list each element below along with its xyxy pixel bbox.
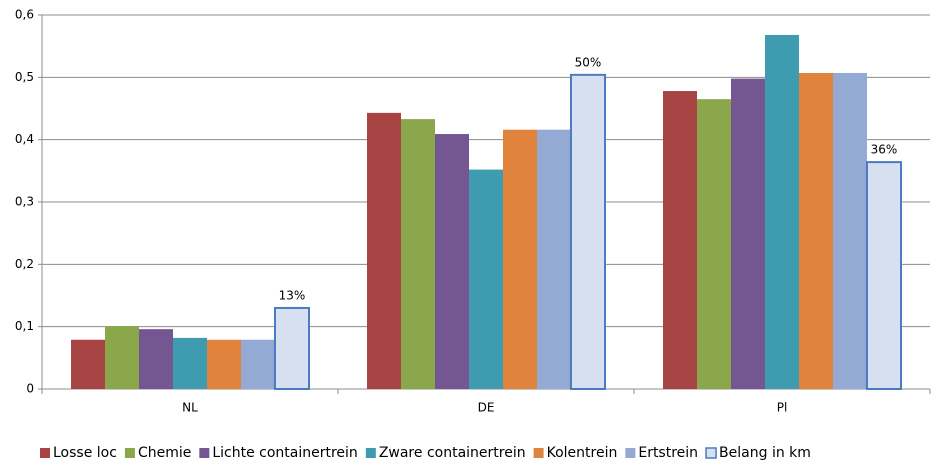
bar xyxy=(469,169,503,389)
bar xyxy=(105,326,139,389)
data-label: 50% xyxy=(575,55,602,69)
x-tick-label: NL xyxy=(182,401,198,415)
y-tick-label: 0 xyxy=(26,382,34,396)
legend-swatch xyxy=(199,448,210,458)
legend-label: Chemie xyxy=(138,445,191,461)
data-label: 36% xyxy=(871,143,898,157)
bar xyxy=(207,339,241,389)
bar xyxy=(731,78,765,389)
bar xyxy=(241,339,275,389)
bar xyxy=(663,91,697,390)
bar xyxy=(833,72,867,389)
legend-label: Ertstrein xyxy=(638,445,698,461)
legend-label: Losse loc xyxy=(53,445,117,461)
bar xyxy=(697,99,731,390)
y-tick-label: 0,3 xyxy=(15,195,34,209)
legend-label: Kolentrein xyxy=(547,445,618,461)
bar xyxy=(570,73,606,390)
legend-swatch xyxy=(40,448,50,458)
legend-label: Belang in km xyxy=(719,445,811,461)
bar xyxy=(139,329,173,389)
legend-label: Zware containertrein xyxy=(379,445,526,461)
legend-swatch xyxy=(124,448,135,458)
bar xyxy=(765,34,799,390)
bar xyxy=(537,129,571,389)
legend-swatch xyxy=(625,448,636,458)
x-tick-label: Pl xyxy=(777,401,788,415)
bar xyxy=(799,72,833,389)
legend-label: Lichte containertrein xyxy=(212,445,357,461)
bar xyxy=(274,306,310,391)
legend-swatch xyxy=(705,447,717,459)
y-tick-label: 0,2 xyxy=(15,257,34,271)
bar xyxy=(173,337,207,389)
x-tick-label: DE xyxy=(478,401,495,415)
y-tick-label: 0,6 xyxy=(15,8,34,22)
legend-swatch xyxy=(533,448,544,458)
bar xyxy=(401,119,435,389)
bar xyxy=(866,161,902,390)
bar xyxy=(503,129,537,389)
y-tick-label: 0,5 xyxy=(15,70,34,84)
bar xyxy=(367,112,401,389)
bar xyxy=(71,339,105,389)
y-tick-label: 0,1 xyxy=(15,319,34,333)
y-tick-label: 0,4 xyxy=(15,132,34,146)
data-label: 13% xyxy=(279,288,306,302)
bar xyxy=(435,134,469,389)
legend-swatch xyxy=(365,448,376,458)
